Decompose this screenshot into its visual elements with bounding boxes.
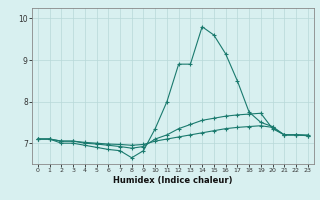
X-axis label: Humidex (Indice chaleur): Humidex (Indice chaleur) xyxy=(113,176,233,185)
